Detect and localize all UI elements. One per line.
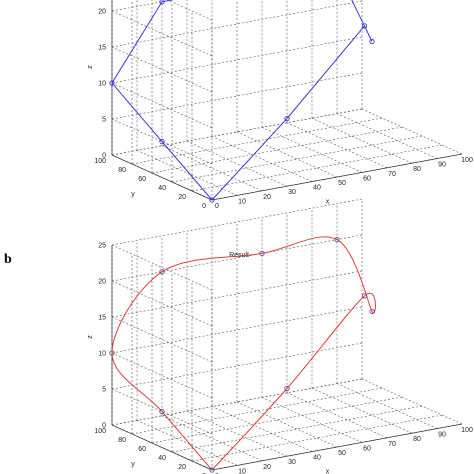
data-point xyxy=(109,350,115,356)
series xyxy=(109,0,375,203)
z-tick-label: 15 xyxy=(98,45,106,52)
z-tick-label: 0 xyxy=(102,423,106,430)
data-point xyxy=(259,250,265,257)
tick-labels: 0102030405060708090100020406080100051015… xyxy=(94,9,473,211)
x-tick-label: 60 xyxy=(363,445,371,452)
x-tick-label: 60 xyxy=(363,175,371,182)
x-tick-label: 50 xyxy=(338,450,346,457)
y-tick-label: 80 xyxy=(118,437,126,444)
y-tick-label: 20 xyxy=(178,464,186,471)
y-tick-label: 0 xyxy=(202,203,206,210)
tick-labels: 0102030405060708090100020406080100051015… xyxy=(94,243,473,474)
x-tick-label: 20 xyxy=(263,194,271,201)
y-tick-label: 60 xyxy=(138,446,146,453)
grid-line xyxy=(111,198,363,246)
data-point xyxy=(361,293,368,299)
panel-label: b xyxy=(4,252,12,267)
x-tick-label: 100 xyxy=(461,427,473,434)
data-point xyxy=(159,269,165,275)
x-tick-label: 10 xyxy=(238,198,246,205)
axis-line xyxy=(111,424,213,471)
x-tick-label: 0 xyxy=(215,203,219,210)
z-axis-label: z xyxy=(87,65,94,69)
series-line xyxy=(111,0,373,201)
x-axis-label: x xyxy=(326,198,330,205)
grid-lines xyxy=(111,0,463,201)
axis-frame xyxy=(111,245,463,471)
x-tick-label: 40 xyxy=(313,185,321,192)
data-point xyxy=(361,23,368,29)
data-point xyxy=(209,197,215,203)
z-tick-label: 5 xyxy=(102,387,106,394)
data-point xyxy=(109,80,115,86)
y-tick-label: 20 xyxy=(178,194,186,201)
z-tick-label: 10 xyxy=(98,351,106,358)
chart-title: Result xyxy=(229,252,249,259)
x-tick-label: 90 xyxy=(438,162,446,169)
y-tick-label: 40 xyxy=(158,185,166,192)
axis-line xyxy=(211,153,463,201)
panel-b: 0102030405060708090100020406080100051015… xyxy=(4,198,473,474)
grid-lines xyxy=(111,198,463,471)
data-point xyxy=(159,408,165,415)
x-tick-label: 80 xyxy=(413,166,421,173)
y-tick-label: 100 xyxy=(94,428,106,435)
data-point xyxy=(369,308,375,315)
data-point xyxy=(334,236,340,243)
grid-line xyxy=(111,0,174,12)
x-tick-label: 50 xyxy=(338,180,346,187)
data-point xyxy=(159,138,165,145)
y-tick-label: 100 xyxy=(94,158,106,165)
x-tick-label: 70 xyxy=(388,171,396,178)
axis-line xyxy=(211,423,463,471)
data-point xyxy=(209,467,215,473)
y-tick-label: 40 xyxy=(158,455,166,462)
z-tick-label: 5 xyxy=(102,117,106,124)
y-tick-label: 60 xyxy=(138,176,146,183)
series-line xyxy=(111,236,376,471)
data-point xyxy=(159,0,165,5)
x-tick-label: 70 xyxy=(388,441,396,448)
z-axis-label: z xyxy=(87,335,94,339)
x-tick-label: 100 xyxy=(461,157,473,164)
axis-frame xyxy=(111,0,463,201)
z-tick-label: 25 xyxy=(98,243,106,250)
x-tick-label: 90 xyxy=(438,432,446,439)
y-axis-label: y xyxy=(131,461,135,468)
axis-line xyxy=(111,154,213,201)
x-tick-label: 80 xyxy=(413,436,421,443)
panel-a: 0102030405060708090100020406080100051015… xyxy=(87,0,473,210)
x-tick-label: 20 xyxy=(263,464,271,471)
y-tick-label: 80 xyxy=(118,167,126,174)
z-tick-label: 0 xyxy=(102,153,106,160)
x-tick-label: 10 xyxy=(238,468,246,474)
z-tick-label: 15 xyxy=(98,315,106,322)
z-tick-label: 20 xyxy=(98,9,106,16)
z-tick-label: 20 xyxy=(98,279,106,286)
x-tick-label: 30 xyxy=(288,189,296,196)
data-point xyxy=(284,115,290,122)
data-point xyxy=(284,385,290,392)
y-axis-label: y xyxy=(131,191,135,198)
x-tick-label: 30 xyxy=(288,459,296,466)
z-tick-label: 10 xyxy=(98,81,106,88)
data-point xyxy=(369,38,375,45)
x-tick-label: 40 xyxy=(313,455,321,462)
x-axis-label: x xyxy=(326,468,330,474)
series xyxy=(109,236,376,473)
